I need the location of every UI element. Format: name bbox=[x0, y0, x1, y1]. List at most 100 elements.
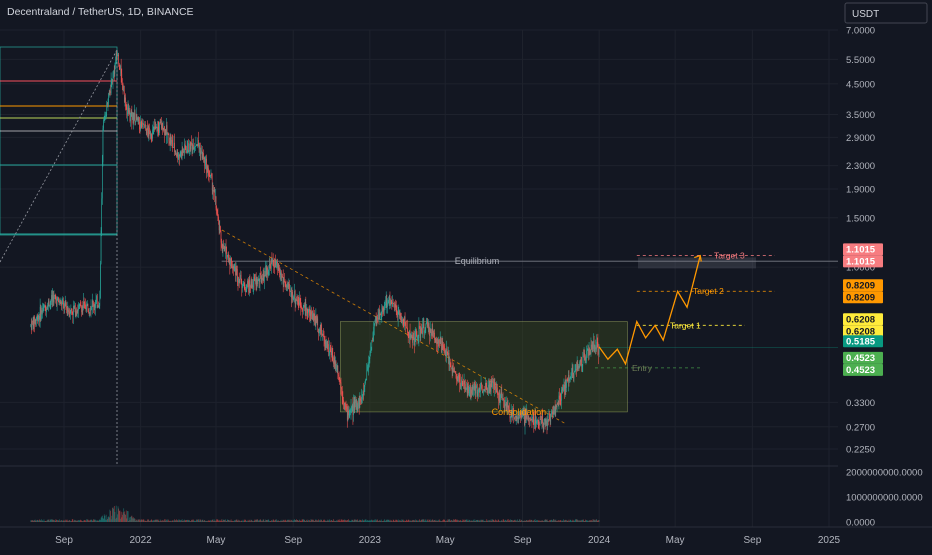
volume-bar bbox=[378, 520, 380, 522]
candle-body bbox=[221, 247, 223, 252]
volume-bar bbox=[149, 520, 151, 522]
volume-bar bbox=[456, 519, 458, 522]
candle-body bbox=[524, 412, 526, 426]
volume-bar bbox=[490, 520, 491, 522]
candle-body bbox=[279, 272, 281, 276]
volume-bar bbox=[115, 505, 117, 522]
consolidation-zone[interactable] bbox=[340, 321, 628, 413]
volume-bar bbox=[536, 520, 537, 522]
volume-bar bbox=[343, 520, 344, 522]
candle-body bbox=[550, 415, 552, 422]
candle-body bbox=[594, 348, 596, 352]
candle-body bbox=[590, 344, 592, 355]
price-badge: 0.4523 bbox=[843, 351, 883, 364]
volume-bar bbox=[549, 520, 550, 522]
volume-bar bbox=[348, 520, 350, 522]
volume-bar bbox=[353, 519, 355, 522]
candle-body bbox=[243, 282, 244, 285]
volume-bar bbox=[164, 520, 166, 522]
price-badge: 0.5185 bbox=[843, 335, 883, 348]
candle-body bbox=[99, 298, 101, 306]
candle-body bbox=[457, 378, 459, 381]
candle-body bbox=[155, 126, 156, 129]
candle-body bbox=[176, 154, 177, 156]
candle-body bbox=[103, 116, 105, 121]
price-axis[interactable] bbox=[838, 0, 932, 550]
candle-body bbox=[379, 313, 381, 320]
volume-bar bbox=[122, 512, 124, 522]
price-badge-label: 0.5185 bbox=[846, 337, 876, 348]
candle-body bbox=[80, 303, 81, 306]
candle-body bbox=[216, 213, 218, 216]
volume-bar bbox=[406, 519, 407, 522]
volume-bar bbox=[418, 520, 420, 522]
volume-bar bbox=[109, 509, 111, 522]
candle-body bbox=[118, 63, 120, 69]
candle-body bbox=[318, 328, 319, 333]
candle-body bbox=[474, 383, 476, 388]
candle-body bbox=[269, 263, 270, 270]
candle-body bbox=[74, 304, 75, 309]
volume-bar bbox=[252, 521, 253, 522]
volume-bar bbox=[319, 519, 321, 522]
volume-bar bbox=[331, 519, 332, 522]
candle-body bbox=[448, 353, 450, 366]
volume-bar bbox=[494, 520, 496, 522]
volume-bar bbox=[141, 519, 143, 522]
candle-body bbox=[188, 143, 189, 152]
volume-bar bbox=[147, 519, 149, 522]
candle-body bbox=[131, 111, 133, 120]
volume-bar bbox=[583, 519, 584, 522]
candle-body bbox=[454, 370, 455, 372]
currency-button[interactable]: USDT bbox=[844, 2, 928, 24]
candle-body bbox=[440, 337, 442, 345]
volume-bar bbox=[292, 520, 294, 522]
volume-bar bbox=[179, 520, 181, 522]
volume-bar bbox=[597, 520, 599, 522]
candle-body bbox=[363, 386, 365, 396]
price-tick-label: 0.2250 bbox=[846, 445, 875, 456]
volume-bar bbox=[125, 510, 127, 522]
candle-body bbox=[468, 385, 469, 394]
volume-bar bbox=[509, 520, 510, 522]
volume-bar bbox=[408, 519, 410, 522]
candle-body bbox=[363, 391, 364, 396]
candle-body bbox=[351, 406, 352, 408]
volume-bar bbox=[468, 520, 470, 522]
candle-body bbox=[465, 388, 467, 390]
candle-body bbox=[316, 318, 318, 323]
candle-body bbox=[586, 350, 588, 351]
candle-body bbox=[325, 340, 327, 348]
volume-bar bbox=[554, 520, 555, 522]
candle-body bbox=[577, 362, 579, 369]
candle-body bbox=[401, 321, 403, 323]
volume-bar bbox=[86, 519, 88, 522]
candle-body bbox=[546, 420, 548, 426]
candle-body bbox=[419, 328, 421, 338]
volume-bar bbox=[517, 520, 519, 522]
candle-body bbox=[181, 149, 183, 159]
candle-body bbox=[106, 103, 108, 115]
candle-body bbox=[353, 401, 354, 415]
candle-body bbox=[193, 144, 194, 150]
candle-body bbox=[306, 308, 308, 314]
candle-body bbox=[102, 128, 104, 163]
target-2-label: Target 2 bbox=[693, 286, 724, 296]
candle-body bbox=[140, 121, 141, 130]
volume-bar bbox=[380, 519, 382, 522]
volume-bar bbox=[201, 521, 202, 522]
volume-bar bbox=[89, 521, 91, 522]
candle-body bbox=[93, 305, 95, 307]
time-axis[interactable]: Sep 2022 May Sep 2023 May Sep 2024 May Sep 2025 bbox=[55, 535, 840, 546]
candle-body bbox=[408, 335, 410, 338]
volume-bar bbox=[175, 520, 177, 522]
volume-bar bbox=[503, 520, 505, 522]
candle-body bbox=[68, 311, 70, 313]
candle-body bbox=[37, 318, 39, 321]
volume-bar bbox=[557, 520, 559, 522]
volume-bar bbox=[174, 519, 175, 522]
candle-body bbox=[520, 415, 521, 418]
candle-body bbox=[499, 392, 501, 403]
volume-bar bbox=[357, 519, 358, 522]
